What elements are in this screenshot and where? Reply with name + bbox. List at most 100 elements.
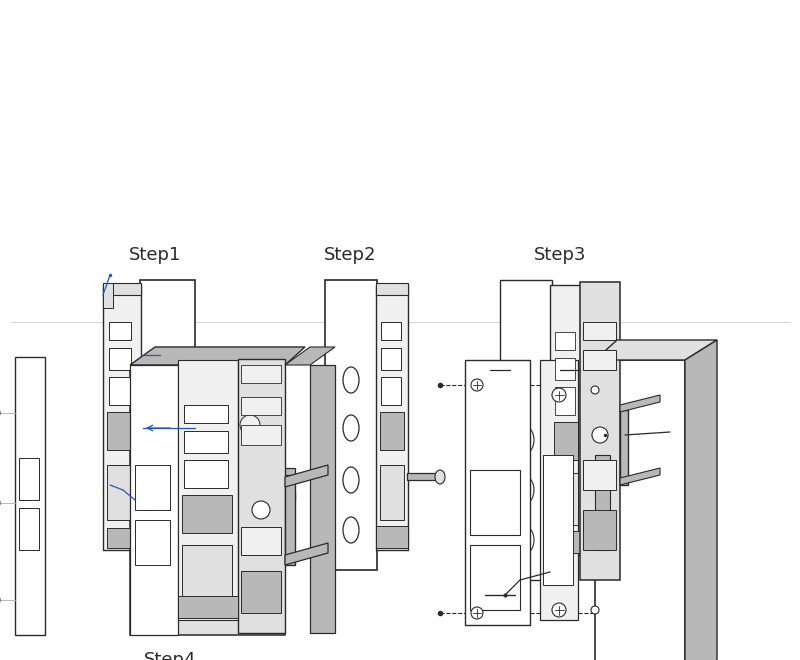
Bar — [595, 455, 610, 550]
Text: Step2: Step2 — [324, 246, 376, 264]
Ellipse shape — [231, 406, 269, 444]
Bar — [540, 360, 578, 620]
Bar — [107, 412, 135, 450]
Ellipse shape — [343, 467, 359, 493]
Ellipse shape — [592, 427, 608, 443]
Bar — [470, 470, 520, 535]
Bar — [543, 455, 573, 585]
Bar — [107, 465, 135, 520]
Ellipse shape — [471, 379, 483, 391]
Bar — [178, 596, 238, 618]
Ellipse shape — [471, 607, 483, 619]
Bar — [550, 531, 580, 553]
Polygon shape — [285, 543, 328, 565]
Bar — [241, 365, 281, 383]
Ellipse shape — [250, 464, 260, 478]
Ellipse shape — [518, 527, 534, 553]
Bar — [135, 520, 170, 565]
Polygon shape — [285, 465, 328, 487]
Bar — [19, 508, 39, 550]
Bar — [238, 359, 285, 633]
Bar — [376, 283, 408, 295]
Bar — [500, 280, 552, 580]
Bar — [583, 510, 616, 550]
Bar — [555, 387, 575, 415]
Ellipse shape — [435, 470, 445, 484]
Polygon shape — [285, 347, 335, 365]
Bar — [381, 322, 401, 340]
Bar — [135, 465, 170, 510]
Bar — [184, 431, 228, 453]
Bar — [109, 348, 131, 370]
Ellipse shape — [159, 415, 175, 441]
Text: Step1: Step1 — [129, 246, 181, 264]
Ellipse shape — [343, 415, 359, 441]
Bar — [15, 357, 45, 635]
Bar — [109, 377, 131, 405]
Bar — [583, 460, 616, 490]
Bar — [241, 397, 281, 415]
Ellipse shape — [250, 489, 260, 503]
Text: Step4: Step4 — [144, 651, 196, 660]
Bar — [241, 425, 281, 445]
Polygon shape — [620, 395, 660, 412]
Polygon shape — [407, 473, 440, 480]
Bar — [241, 527, 281, 555]
Bar — [470, 545, 520, 610]
Ellipse shape — [591, 386, 599, 394]
Ellipse shape — [252, 501, 270, 519]
Bar — [555, 358, 575, 380]
Bar — [376, 526, 408, 548]
Bar — [103, 283, 113, 308]
Bar — [184, 460, 228, 488]
Bar — [376, 285, 408, 550]
Bar — [583, 322, 616, 340]
Bar — [103, 285, 141, 550]
Bar — [178, 360, 238, 620]
Bar — [381, 377, 401, 405]
Polygon shape — [685, 340, 717, 660]
Bar — [554, 422, 578, 460]
Ellipse shape — [159, 467, 175, 493]
Bar — [380, 465, 404, 520]
Bar — [465, 360, 530, 625]
Bar — [555, 332, 575, 350]
Bar — [595, 360, 685, 660]
Polygon shape — [620, 468, 660, 485]
Bar — [583, 350, 616, 370]
Bar — [182, 545, 232, 600]
Bar — [184, 405, 228, 423]
Ellipse shape — [552, 603, 566, 617]
Bar — [130, 365, 178, 635]
Bar — [550, 285, 580, 555]
Bar — [554, 473, 578, 525]
Ellipse shape — [240, 415, 260, 435]
Bar — [140, 280, 195, 570]
Ellipse shape — [343, 517, 359, 543]
Bar — [195, 423, 250, 432]
Ellipse shape — [552, 388, 566, 402]
Bar — [310, 365, 335, 633]
Bar — [381, 348, 401, 370]
Ellipse shape — [159, 517, 175, 543]
Bar — [549, 446, 581, 455]
Bar — [107, 528, 135, 548]
Ellipse shape — [591, 606, 599, 614]
Ellipse shape — [518, 477, 534, 503]
Bar — [109, 322, 131, 340]
Ellipse shape — [518, 427, 534, 453]
Text: Step3: Step3 — [534, 246, 586, 264]
Bar — [325, 280, 377, 570]
Polygon shape — [255, 468, 295, 475]
Bar — [103, 283, 141, 295]
Bar — [241, 571, 281, 613]
Bar — [130, 365, 285, 635]
Bar — [580, 282, 620, 580]
Polygon shape — [130, 347, 305, 365]
Polygon shape — [595, 340, 717, 360]
Bar — [285, 483, 295, 565]
Polygon shape — [255, 493, 295, 500]
Bar — [620, 410, 628, 485]
Bar — [182, 495, 232, 533]
Bar — [19, 458, 39, 500]
